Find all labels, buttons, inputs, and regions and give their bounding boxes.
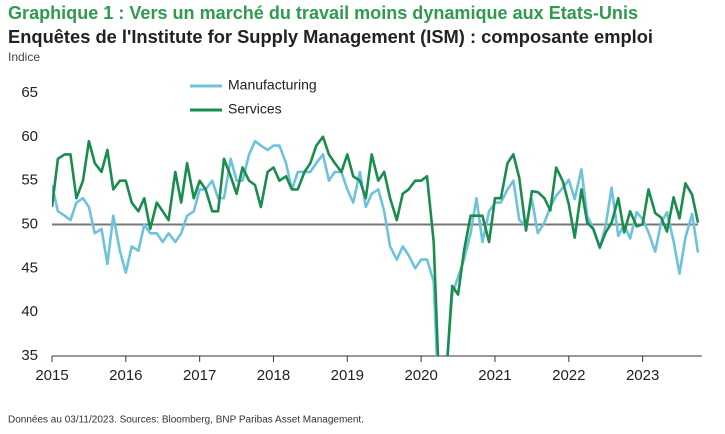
x-tick-label: 2015: [35, 367, 68, 384]
x-tick-label: 2020: [404, 367, 437, 384]
chart-title: Graphique 1 : Vers un marché du travail …: [8, 3, 638, 23]
legend-label: Manufacturing: [228, 77, 317, 93]
legend-label: Services: [228, 101, 282, 117]
x-tick-label: 2016: [109, 367, 142, 384]
y-tick-label: 40: [21, 303, 38, 320]
y-tick-label: 50: [21, 215, 38, 232]
y-axis-label: Indice: [8, 50, 40, 64]
x-tick-label: 2021: [478, 367, 511, 384]
y-tick-label: 35: [21, 347, 38, 364]
chart-subtitle: Enquêtes de l'Institute for Supply Manag…: [8, 27, 653, 47]
y-tick-label: 65: [21, 84, 38, 101]
source-note: Données au 03/11/2023. Sources: Bloomber…: [8, 415, 364, 426]
y-tick-label: 60: [21, 128, 38, 145]
series-line: [52, 139, 700, 356]
series-line: [52, 135, 700, 356]
y-tick-label: 45: [21, 259, 38, 276]
x-tick-label: 2018: [257, 367, 290, 384]
x-tick-label: 2022: [552, 367, 585, 384]
x-tick-label: 2019: [331, 367, 364, 384]
x-tick-label: 2023: [626, 367, 659, 384]
y-tick-label: 55: [21, 172, 38, 189]
x-tick-label: 2017: [183, 367, 216, 384]
